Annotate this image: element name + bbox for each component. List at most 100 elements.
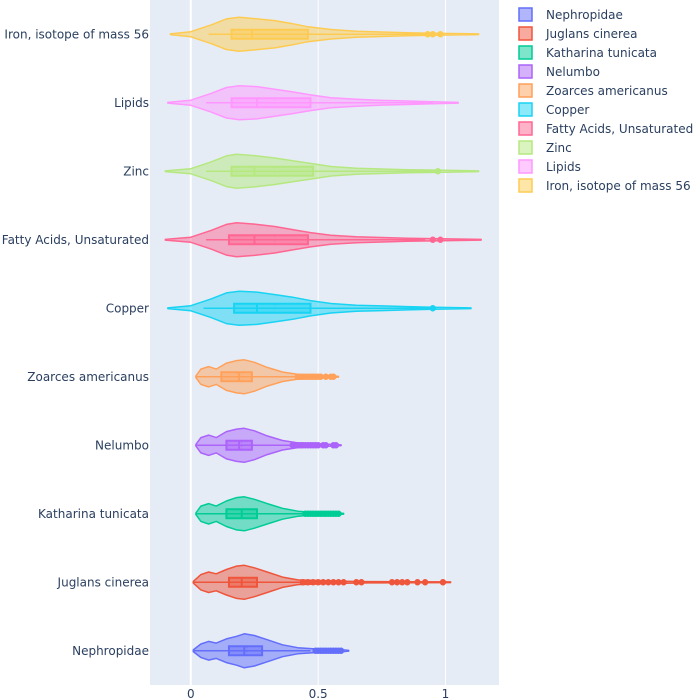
box-iqr [230,165,315,177]
y-tick-label-fatty-acids-unsaturated: Fatty Acids, Unsaturated [2,233,149,247]
outlier-point-8 [340,579,347,586]
y-tick-label-lipids: Lipids [114,96,149,110]
legend-label: Fatty Acids, Unsaturated [546,122,693,136]
y-tick-label-iron-isotope-of-mass-56: Iron, isotope of mass 56 [4,27,149,41]
legend-label: Zoarces americanus [546,84,668,98]
box-iqr [227,576,258,588]
violin-juglans-cinerea[interactable] [192,564,452,601]
x-tick-label-0: 0 [187,687,195,700]
x-gridlines [189,0,447,685]
legend-item-fatty-acids-unsaturated[interactable]: Fatty Acids, Unsaturated [518,121,693,136]
y-tick-label-zoarces-americanus: Zoarces americanus [27,370,149,384]
outlier-point-12 [393,579,401,586]
plot-area [150,0,499,685]
outlier-point-9 [353,579,360,586]
legend-item-lipids[interactable]: Lipids [518,159,581,174]
violin-katharina-tunicata[interactable] [195,496,345,532]
legend-item-katharina-tunicata[interactable]: Katharina tunicata [518,45,657,60]
legend-item-copper[interactable]: Copper [518,102,589,117]
violin-iron-isotope-of-mass-56[interactable] [169,16,480,53]
x-tick-label-1: 0.5 [309,687,328,700]
outlier-point-12 [330,373,337,380]
outlier-point-0 [429,305,436,312]
violin-zinc[interactable] [164,153,480,190]
legend-swatch [518,178,533,193]
outlier-point-13 [398,579,406,586]
x-tick-labels: 0 0.5 1 [187,687,449,700]
outlier-point-9 [317,373,324,380]
outlier-point-15 [414,579,421,586]
violin-lipids[interactable] [167,85,459,121]
violins [164,16,482,669]
outlier-point-5 [325,579,332,586]
outlier-point-10 [322,373,329,380]
outlier-point-14 [332,442,340,449]
legend-swatch [518,121,533,136]
legend-item-nelumbo[interactable]: Nelumbo [518,64,600,79]
legend-item-nephropidae[interactable]: Nephropidae [518,7,623,22]
legend-item-juglans-cinerea[interactable]: Juglans cinerea [518,26,637,41]
legend-label: Copper [546,103,589,117]
box-iqr [227,645,264,657]
outlier-point-10 [314,442,322,449]
box-iqr [230,97,312,109]
legend[interactable]: Nephropidae Juglans cinerea Katharina tuni… [518,7,693,193]
outlier-point-11 [388,579,396,586]
legend-swatch [518,102,533,117]
legend-swatch [518,45,533,60]
legend-label: Nelumbo [546,65,600,79]
legend-item-zinc[interactable]: Zinc [518,140,572,155]
x-tick-label-2: 1 [442,687,450,700]
outlier-point-12 [322,442,329,449]
outlier-point-17 [439,579,447,586]
outlier-point-14 [404,579,411,586]
outlier-point-10 [337,647,345,654]
outlier-point-1 [437,236,444,243]
legend-swatch [518,26,533,41]
legend-label: Nephropidae [546,8,623,22]
violin-copper[interactable] [167,290,472,327]
legend-item-zoarces-americanus[interactable]: Zoarces americanus [518,83,668,98]
outlier-point-6 [330,579,337,586]
legend-label: Lipids [546,160,581,174]
legend-swatch [518,64,533,79]
y-tick-label-zinc: Zinc [123,164,149,178]
outlier-point-1 [429,31,436,38]
legend-swatch [518,159,533,174]
violin-nelumbo[interactable] [195,427,342,464]
violin-zoarces-americanus[interactable] [195,359,340,395]
outlier-point-13 [335,510,342,517]
outlier-point-7 [335,579,342,586]
outlier-point-0 [434,168,442,175]
box-iqr [233,302,312,314]
legend-swatch [518,83,533,98]
legend-swatch [518,140,533,155]
outlier-point-10 [358,579,365,586]
outlier-point-2 [309,579,317,586]
legend-label: Katharina tunicata [546,46,657,60]
y-tick-label-nephropidae: Nephropidae [72,644,149,658]
legend-label: Juglans cinerea [545,27,637,41]
y-tick-label-katharina-tunicata: Katharina tunicata [38,507,149,521]
outlier-point-16 [421,579,429,586]
y-tick-label-juglans-cinerea: Juglans cinerea [57,575,149,589]
y-tick-label-nelumbo: Nelumbo [95,438,149,452]
legend-label: Zinc [546,141,572,155]
outlier-point-2 [437,31,444,38]
outlier-point-0 [429,236,436,243]
box-iqr [227,234,309,246]
outlier-point-3 [314,579,322,586]
violin-nephropidae[interactable] [192,633,350,669]
y-tick-labels: Nephropidae Juglans cinerea Katharina tuni… [2,27,149,658]
y-tick-label-copper: Copper [106,301,149,315]
legend-label: Iron, isotope of mass 56 [546,179,691,193]
outlier-point-0 [424,31,431,38]
box-iqr [230,28,309,40]
violin-fatty-acids-unsaturated[interactable] [164,222,482,258]
outlier-point-1 [304,579,312,586]
outlier-point-4 [320,579,327,586]
legend-item-iron-isotope-of-mass-56[interactable]: Iron, isotope of mass 56 [518,178,691,193]
legend-swatch [518,7,533,22]
outlier-point-0 [299,579,307,586]
